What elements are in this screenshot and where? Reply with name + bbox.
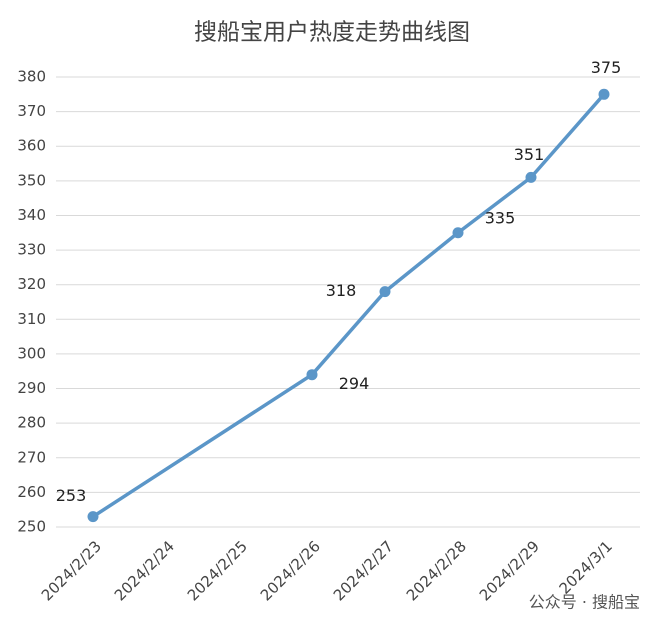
y-tick-label: 270 bbox=[17, 448, 46, 466]
x-tick-label: 2024/2/28 bbox=[403, 537, 470, 604]
data-line bbox=[92, 93, 606, 519]
data-point bbox=[598, 88, 610, 100]
chart-title: 搜船宝用户热度走势曲线图 bbox=[194, 20, 470, 46]
y-tick-label: 370 bbox=[17, 102, 46, 120]
y-tick-label: 380 bbox=[17, 68, 46, 86]
y-tick-label: 310 bbox=[17, 310, 46, 328]
data-point bbox=[452, 227, 464, 239]
x-tick-label: 2024/2/24 bbox=[111, 537, 178, 604]
data-label: 351 bbox=[514, 145, 545, 164]
data-label: 375 bbox=[591, 58, 622, 77]
y-tick-label: 350 bbox=[17, 171, 46, 189]
y-tick-label: 290 bbox=[17, 379, 46, 397]
data-label: 335 bbox=[485, 208, 516, 227]
x-tick-label: 2024/2/27 bbox=[330, 537, 397, 604]
x-tick-label: 2024/2/23 bbox=[38, 537, 105, 604]
y-tick-label: 280 bbox=[17, 414, 46, 432]
data-label: 318 bbox=[326, 281, 357, 300]
y-tick-label: 300 bbox=[17, 344, 46, 362]
x-tick-label: 2024/3/1 bbox=[556, 537, 616, 597]
data-point bbox=[306, 369, 318, 381]
data-point bbox=[379, 286, 391, 298]
watermark: 公众号 · 搜船宝 bbox=[529, 593, 640, 612]
x-tick-label: 2024/2/25 bbox=[184, 537, 251, 604]
y-tick-label: 250 bbox=[17, 518, 46, 536]
y-tick-label: 260 bbox=[17, 483, 46, 501]
y-tick-label: 340 bbox=[17, 206, 46, 224]
data-label: 294 bbox=[339, 374, 370, 393]
x-tick-label: 2024/2/26 bbox=[257, 537, 324, 604]
data-point bbox=[525, 171, 537, 183]
data-label: 253 bbox=[56, 486, 87, 505]
y-tick-label: 330 bbox=[17, 241, 46, 259]
y-tick-label: 320 bbox=[17, 275, 46, 293]
data-point bbox=[87, 511, 99, 523]
y-tick-label: 360 bbox=[17, 137, 46, 155]
